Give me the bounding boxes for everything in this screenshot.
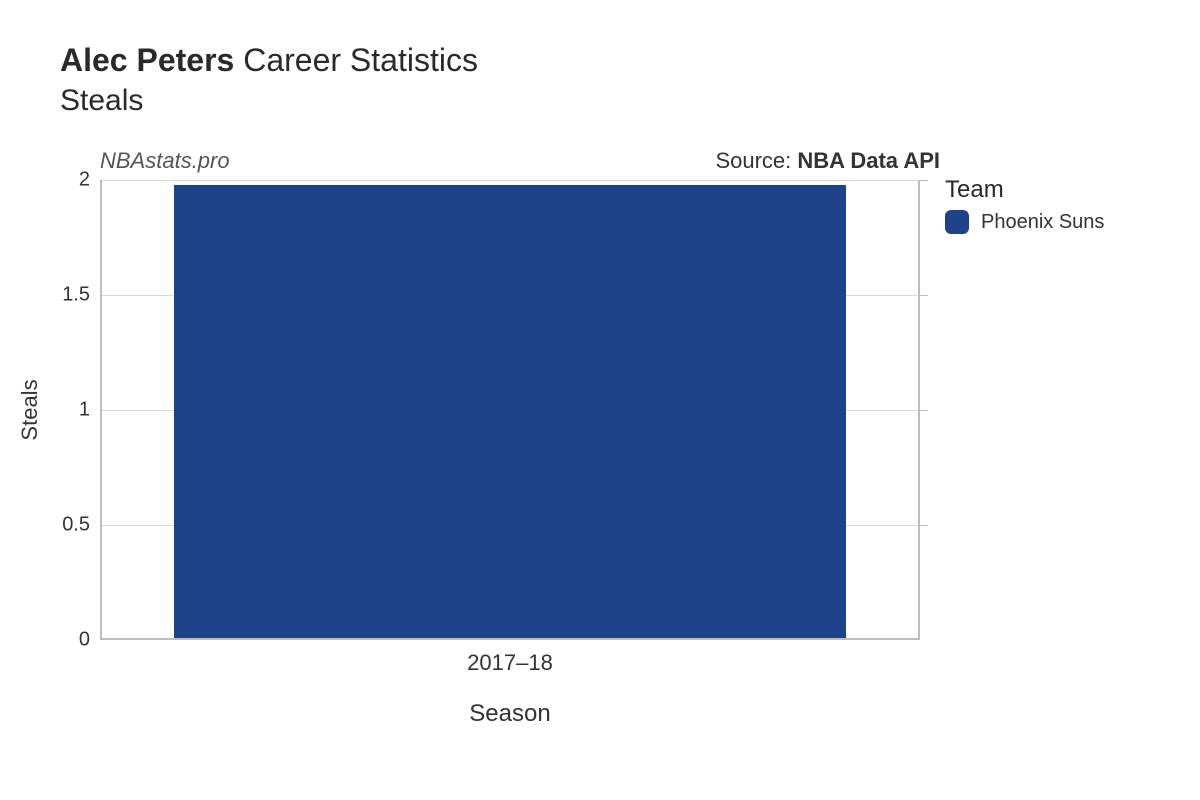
y-tick-label: 0.5 xyxy=(62,514,90,537)
source-bold: NBA Data API xyxy=(797,148,940,173)
bar xyxy=(174,185,846,640)
y-tick-label: 1 xyxy=(79,399,90,422)
source-text: Source: NBA Data API xyxy=(715,148,940,174)
y-tick-mark xyxy=(920,180,928,181)
y-tick-mark xyxy=(920,525,928,526)
legend-item: Phoenix Suns xyxy=(945,210,1104,234)
chart-container: Alec Peters Career Statistics Steals NBA… xyxy=(0,0,1200,800)
watermark-text: NBAstats.pro xyxy=(100,148,230,174)
legend-label: Phoenix Suns xyxy=(981,211,1104,234)
grid-line xyxy=(100,180,920,181)
y-tick-mark xyxy=(920,295,928,296)
chart-title: Alec Peters Career Statistics xyxy=(60,40,478,80)
x-axis-title: Season xyxy=(469,700,550,728)
y-tick-label: 2 xyxy=(79,169,90,192)
axis-line-left xyxy=(100,180,102,640)
chart-subtitle: Steals xyxy=(60,84,478,118)
title-bold: Alec Peters xyxy=(60,42,234,78)
legend: Team Phoenix Suns xyxy=(945,176,1104,234)
y-tick-label: 0 xyxy=(79,629,90,652)
x-tick-label: 2017–18 xyxy=(467,650,553,676)
legend-title: Team xyxy=(945,176,1104,204)
axis-line-bottom xyxy=(100,638,920,640)
title-rest: Career Statistics xyxy=(234,42,478,78)
axis-line-right xyxy=(918,180,920,640)
y-tick-mark xyxy=(920,410,928,411)
annotation-row: NBAstats.pro Source: NBA Data API xyxy=(100,148,940,178)
source-prefix: Source: xyxy=(715,148,797,173)
legend-swatch xyxy=(945,210,969,234)
y-tick-label: 1.5 xyxy=(62,284,90,307)
plot-area: 00.511.522017–18 xyxy=(100,180,920,640)
y-axis-title: Steals xyxy=(17,379,43,440)
title-block: Alec Peters Career Statistics Steals xyxy=(60,40,478,118)
